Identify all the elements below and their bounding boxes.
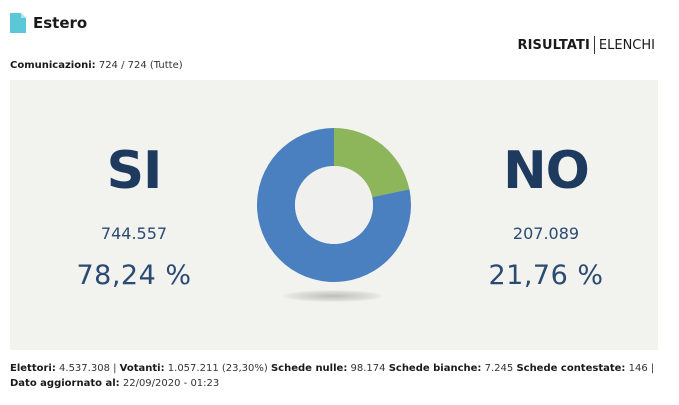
tab-risultati[interactable]: RISULTATI xyxy=(517,37,590,53)
donut-svg xyxy=(257,128,411,282)
chart-shadow xyxy=(283,290,383,302)
si-percent: 78,24 % xyxy=(76,260,192,291)
no-result: NO 207.089 21,76 % xyxy=(446,80,646,292)
document-icon xyxy=(10,13,26,33)
no-percent: 21,76 % xyxy=(488,260,604,291)
summary-footer: Elettori: 4.537.308 | Votanti: 1.057.211… xyxy=(10,363,655,389)
results-donut-chart xyxy=(251,122,417,312)
votanti-value: 1.057.211 (23,30%) xyxy=(167,363,268,374)
si-label: SI xyxy=(106,141,163,201)
nulle-label: Schede nulle: xyxy=(270,363,348,374)
nav-divider xyxy=(593,36,595,54)
communications-label: Comunicazioni: xyxy=(10,60,96,71)
communications-info: Comunicazioni: 724 / 724 (Tutte) xyxy=(10,60,183,71)
page-header: Estero xyxy=(10,12,87,34)
donut-slice-no xyxy=(334,128,410,198)
no-votes: 207.089 xyxy=(512,224,580,243)
updated-label: Dato aggiornato al: xyxy=(10,378,120,389)
view-switcher: RISULTATI ELENCHI xyxy=(517,36,655,54)
donut-slice-si xyxy=(257,128,411,282)
si-votes: 744.557 xyxy=(100,224,168,243)
no-label: NO xyxy=(503,141,590,201)
updated-value: 22/09/2020 - 01:23 xyxy=(122,378,220,389)
si-result: SI 744.557 78,24 % xyxy=(34,80,234,292)
contestate-label: Schede contestate: xyxy=(516,363,626,374)
votanti-label: Votanti: xyxy=(119,363,165,374)
bianche-label: Schede bianche: xyxy=(388,363,482,374)
bianche-value: 7.245 xyxy=(484,363,514,374)
communications-value: 724 / 724 (Tutte) xyxy=(98,60,183,71)
donut-hole xyxy=(295,166,373,244)
page-title: Estero xyxy=(33,14,88,32)
nulle-value: 98.174 xyxy=(350,363,386,374)
elettori-label: Elettori: xyxy=(10,363,56,374)
elettori-value: 4.537.308 xyxy=(59,363,110,374)
contestate-value: 146 xyxy=(628,363,648,374)
tab-elenchi[interactable]: ELENCHI xyxy=(598,37,655,53)
results-panel: SI 744.557 78,24 % NO 207.089 21,76 % xyxy=(10,80,658,350)
